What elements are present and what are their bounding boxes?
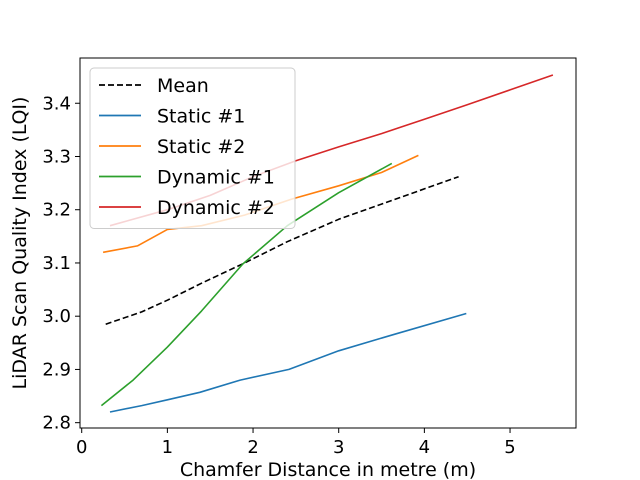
series-line-static-1 (109, 312, 467, 413)
x-tick-label: 4 (419, 437, 430, 458)
y-tick-label: 3.3 (42, 146, 71, 167)
y-tick-label: 2.8 (42, 413, 71, 434)
y-tick-label: 3.2 (42, 200, 71, 221)
x-axis-label: Chamfer Distance in metre (m) (180, 459, 476, 480)
y-tick-label: 3.0 (42, 306, 71, 327)
legend-entry-label: Static #1 (157, 106, 245, 128)
legend-entry-label: Dynamic #1 (157, 167, 275, 189)
legend-entry-label: Static #2 (157, 136, 245, 158)
legend-entry-label: Mean (157, 75, 209, 97)
x-tick-label: 0 (76, 437, 87, 458)
x-tick-label: 3 (333, 437, 344, 458)
x-tick-label: 1 (162, 437, 173, 458)
series-line-mean (105, 175, 459, 325)
x-tick-label: 2 (247, 437, 258, 458)
plot-area-frame (79, 57, 577, 429)
x-tick-label: 5 (504, 437, 515, 458)
legend-box (89, 67, 296, 229)
y-tick-label: 3.4 (42, 93, 71, 114)
axis-ticks: 0 1 2 3 4 5 2.8 2.9 3.0 3.1 3.2 3.3 3.4 (42, 93, 515, 458)
y-tick-label: 2.9 (42, 359, 71, 380)
legend: Mean Static #1 Static #2 Dynamic #1 Dynamic … (89, 67, 296, 229)
series-line-dynamic-1 (100, 162, 393, 407)
y-axis-label: LiDAR Scan Quality Index (LQI) (9, 97, 31, 390)
y-tick-label: 3.1 (42, 253, 71, 274)
legend-entry-label: Dynamic #2 (157, 197, 275, 219)
